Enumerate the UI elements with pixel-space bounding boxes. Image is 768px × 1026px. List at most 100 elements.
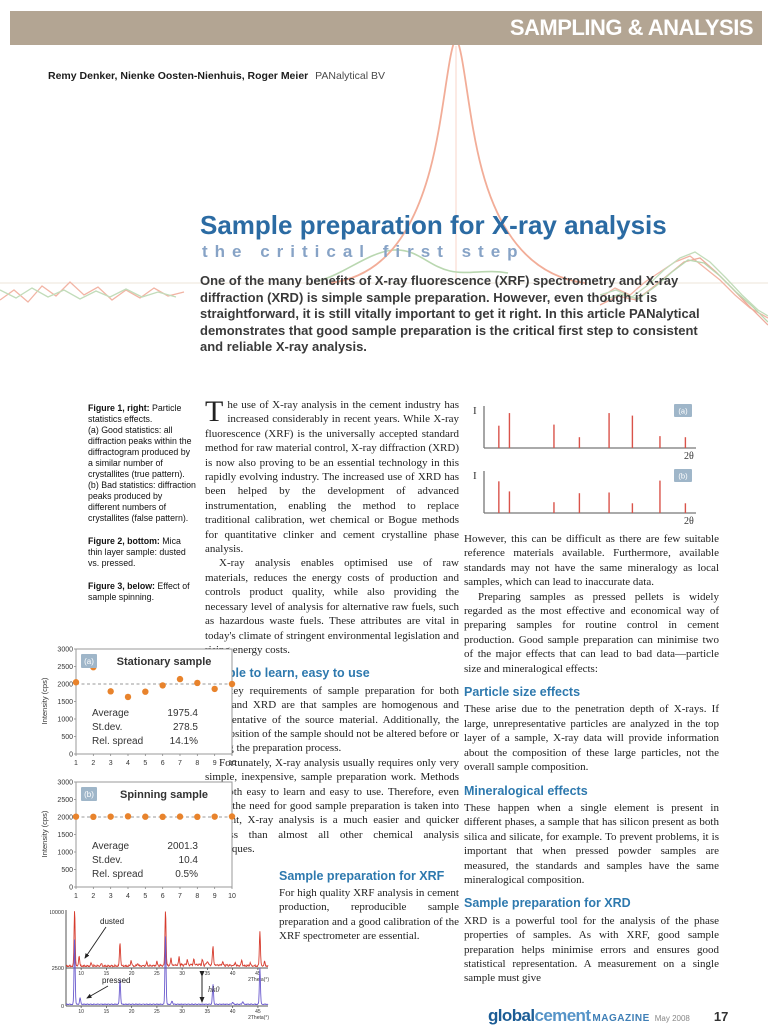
svg-text:0: 0 bbox=[69, 752, 73, 759]
svg-text:(a): (a) bbox=[678, 407, 688, 416]
svg-text:9: 9 bbox=[213, 760, 217, 767]
svg-text:hk0: hk0 bbox=[208, 985, 220, 994]
paragraph-pressed-pellets: Preparing samples as pressed pellets is … bbox=[464, 590, 719, 675]
svg-text:20: 20 bbox=[129, 1009, 135, 1015]
svg-text:20: 20 bbox=[129, 971, 135, 977]
svg-text:2Theta(°): 2Theta(°) bbox=[248, 977, 269, 983]
svg-text:St.dev.: St.dev. bbox=[92, 722, 122, 733]
svg-text:(b): (b) bbox=[84, 790, 94, 799]
figure2-caption-label: Figure 2, bottom: bbox=[88, 536, 160, 546]
svg-text:3: 3 bbox=[109, 760, 113, 767]
paragraph-particle-size: These arise due to the penetration depth… bbox=[464, 703, 719, 774]
svg-text:6: 6 bbox=[161, 760, 165, 767]
paragraph-fortunately: Fortunately, X-ray analysis usually requ… bbox=[205, 756, 459, 855]
svg-text:4: 4 bbox=[126, 893, 130, 900]
svg-text:2001.3: 2001.3 bbox=[167, 841, 198, 852]
svg-text:2θ: 2θ bbox=[684, 451, 694, 460]
figure3-caption-label: Figure 3, below: bbox=[88, 581, 155, 591]
heading-sample-prep-xrd: Sample preparation for XRD bbox=[464, 896, 631, 911]
paragraph-key-requirements: The key requirements of sample preparati… bbox=[205, 684, 459, 755]
paragraph-xrf-quality: For high quality XRF analysis in cement … bbox=[279, 887, 459, 943]
figure3-caption: Figure 3, below: Effect of sample spinni… bbox=[88, 581, 196, 603]
svg-text:15: 15 bbox=[104, 1009, 110, 1015]
svg-text:2θ: 2θ bbox=[684, 516, 694, 525]
svg-text:3: 3 bbox=[109, 893, 113, 900]
svg-text:pressed: pressed bbox=[102, 976, 130, 985]
footer: global cement MAGAZINE May 2008 17 bbox=[488, 1006, 728, 1026]
figure-captions-sidebar: Figure 1, right: Particle statistics eff… bbox=[88, 403, 196, 615]
svg-text:2: 2 bbox=[91, 760, 95, 767]
svg-text:2500: 2500 bbox=[52, 966, 64, 972]
svg-text:Rel. spread: Rel. spread bbox=[92, 869, 143, 880]
page-title: Sample preparation for X-ray analysis bbox=[200, 210, 667, 240]
paragraph-benefits: X-ray analysis enables optimised use of … bbox=[205, 557, 459, 656]
paragraph-xrd-tool: XRD is a powerful tool for the analysis … bbox=[464, 914, 719, 985]
svg-text:1500: 1500 bbox=[57, 699, 73, 706]
section-banner-label: SAMPLING & ANALYSIS bbox=[509, 15, 754, 40]
paragraph-mineralogical: These happen when a single element is pr… bbox=[464, 801, 719, 886]
svg-text:25: 25 bbox=[154, 971, 160, 977]
svg-text:8: 8 bbox=[195, 893, 199, 900]
svg-text:10: 10 bbox=[78, 971, 84, 977]
footer-issue-date: May 2008 bbox=[654, 1014, 690, 1023]
svg-text:5: 5 bbox=[143, 893, 147, 900]
svg-text:Average: Average bbox=[92, 708, 130, 719]
figure3-caption-text: Effect of sample spinning. bbox=[88, 581, 190, 602]
svg-text:Rel. spread: Rel. spread bbox=[92, 736, 143, 747]
svg-text:2000: 2000 bbox=[57, 682, 73, 689]
svg-text:1500: 1500 bbox=[57, 832, 73, 839]
svg-text:15: 15 bbox=[104, 971, 110, 977]
xrf-section: Sample preparation for XRF For high qual… bbox=[279, 869, 459, 944]
title-block: Sample preparation for X-ray analysis th… bbox=[200, 211, 725, 356]
footer-brand-global: global bbox=[488, 1006, 535, 1025]
svg-text:2: 2 bbox=[91, 893, 95, 900]
page-subtitle: the critical first step bbox=[202, 242, 525, 261]
svg-text:3000: 3000 bbox=[57, 647, 73, 654]
intro-paragraph: One of the many benefits of X-ray fluore… bbox=[200, 273, 700, 354]
section-banner: SAMPLING & ANALYSIS bbox=[10, 11, 762, 45]
figure3-spinning-effect: 0 500 1000 1500 2000 2500 3000 Intensity (cps) S… bbox=[40, 641, 240, 907]
svg-text:Spinning sample: Spinning sample bbox=[120, 789, 208, 801]
svg-text:Intensity (cps): Intensity (cps) bbox=[40, 810, 49, 857]
svg-text:25: 25 bbox=[154, 1009, 160, 1015]
figure1-caption: Figure 1, right: Particle statistics eff… bbox=[88, 403, 196, 524]
body-column-right: I 2θ (a) I 2θ (b) However, this can be diffi… bbox=[464, 398, 719, 986]
figure1b-bad-statistics-chart: I 2θ (b) bbox=[473, 469, 696, 525]
svg-text:45: 45 bbox=[255, 971, 261, 977]
figure1-caption-label: Figure 1, right: bbox=[88, 403, 150, 413]
heading-particle-size: Particle size effects bbox=[464, 685, 581, 700]
svg-text:45: 45 bbox=[255, 1009, 261, 1015]
paragraph-reference-materials: However, this can be difficult as there … bbox=[464, 533, 719, 589]
svg-text:Intensity (cps): Intensity (cps) bbox=[40, 677, 49, 724]
svg-text:I: I bbox=[473, 470, 477, 482]
byline: Remy Denker, Nienke Oosten-Nienhuis, Rog… bbox=[48, 70, 385, 82]
svg-text:10: 10 bbox=[228, 760, 236, 767]
svg-text:40: 40 bbox=[230, 1009, 236, 1015]
svg-text:278.5: 278.5 bbox=[173, 722, 198, 733]
svg-text:1000: 1000 bbox=[57, 850, 73, 857]
svg-text:10: 10 bbox=[78, 1009, 84, 1015]
svg-text:14.1%: 14.1% bbox=[170, 736, 198, 747]
heading-simple-to-learn: Simple to learn, easy to use bbox=[205, 666, 370, 681]
svg-text:500: 500 bbox=[61, 867, 73, 874]
svg-text:6: 6 bbox=[161, 893, 165, 900]
svg-text:35: 35 bbox=[205, 971, 211, 977]
figure2-caption-text: Mica thin layer sample: dusted vs. press… bbox=[88, 536, 186, 568]
author-names: Remy Denker, Nienke Oosten-Nienhuis, Rog… bbox=[48, 70, 309, 82]
paragraph-xray-usage-text: he use of X-ray analysis in the cement i… bbox=[205, 399, 459, 556]
svg-text:(a): (a) bbox=[84, 657, 94, 666]
figure3a-stationary-sample-chart: 0 500 1000 1500 2000 2500 3000 Intensity (cps) S… bbox=[40, 647, 236, 768]
svg-text:St.dev.: St.dev. bbox=[92, 855, 122, 866]
svg-text:35: 35 bbox=[205, 1009, 211, 1015]
svg-text:7: 7 bbox=[178, 893, 182, 900]
dropcap: T bbox=[205, 395, 224, 428]
svg-text:1000: 1000 bbox=[57, 717, 73, 724]
footer-brand-cement: cement bbox=[534, 1006, 591, 1025]
svg-text:I: I bbox=[473, 405, 477, 417]
svg-text:0: 0 bbox=[69, 885, 73, 892]
svg-text:10.4: 10.4 bbox=[179, 855, 199, 866]
svg-text:40: 40 bbox=[230, 971, 236, 977]
svg-text:(b): (b) bbox=[678, 472, 688, 481]
figure2-mica-dusted-pressed: 10000 2500 0 10 10 15 15 20 20 25 25 30 30 35 35 40 40 45… bbox=[49, 902, 270, 1025]
